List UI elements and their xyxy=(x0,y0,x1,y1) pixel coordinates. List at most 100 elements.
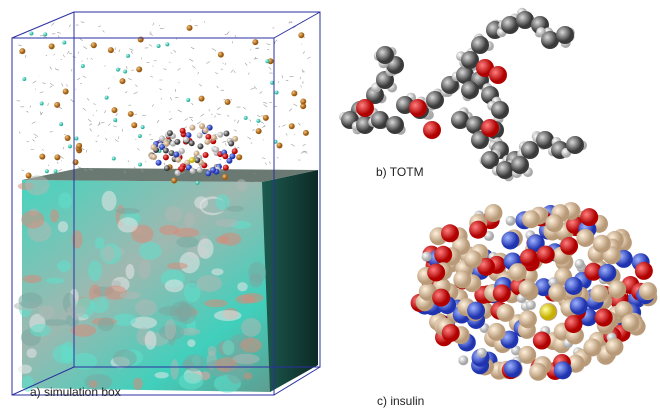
carbon xyxy=(376,46,394,64)
insulin-atom xyxy=(554,361,572,379)
solvent xyxy=(108,87,110,89)
solvent xyxy=(251,143,253,144)
protein-atom xyxy=(163,154,169,160)
surface-blob xyxy=(201,371,210,380)
surface-blob xyxy=(113,314,136,326)
simulation-box xyxy=(12,12,320,395)
surface-blob xyxy=(155,372,169,378)
solvent xyxy=(90,45,91,46)
solvent xyxy=(78,167,81,169)
solvent xyxy=(226,143,227,146)
protein-atom xyxy=(164,165,170,171)
insulin-atom xyxy=(545,214,563,232)
protein-atom xyxy=(175,157,181,163)
solvent xyxy=(18,45,21,46)
surface-blob xyxy=(98,318,114,331)
solvent xyxy=(131,51,133,54)
solvent xyxy=(277,158,278,159)
solvent xyxy=(97,135,99,136)
solvent xyxy=(152,104,154,106)
solvent xyxy=(279,126,280,127)
insulin-atom xyxy=(576,229,594,247)
ion-cyan xyxy=(74,137,78,141)
surface-blob xyxy=(118,217,138,232)
insulin-atom xyxy=(484,204,502,222)
surface-blob xyxy=(241,318,261,337)
solvent xyxy=(55,69,59,71)
insulin-atom xyxy=(560,237,578,255)
ion-cyan xyxy=(165,42,169,46)
solvent xyxy=(303,152,307,153)
solvent xyxy=(57,162,58,163)
carbon xyxy=(536,131,554,149)
solvent xyxy=(219,159,221,160)
solvent xyxy=(125,92,127,94)
surface-blob xyxy=(22,275,41,283)
solvent xyxy=(128,161,129,162)
oxygen xyxy=(423,121,441,139)
solvent xyxy=(209,109,210,111)
solvent xyxy=(191,119,193,121)
insulin-atom xyxy=(526,300,536,310)
ion-orange xyxy=(256,128,262,134)
solvent xyxy=(94,103,96,105)
solvent xyxy=(217,114,221,115)
solvent xyxy=(224,99,226,100)
insulin-atom xyxy=(497,304,515,322)
insulin-atom xyxy=(453,270,471,288)
insulin-atom xyxy=(519,280,537,298)
surface-blob xyxy=(215,236,229,244)
insulin-atom xyxy=(548,284,566,302)
solvent xyxy=(278,81,279,83)
solvent xyxy=(267,44,271,45)
insulin-atom xyxy=(537,246,555,264)
insulin-atom xyxy=(605,338,623,356)
ion-orange xyxy=(26,172,32,178)
ion-cyan xyxy=(138,134,142,138)
insulin-atom xyxy=(506,216,516,226)
surface-blob xyxy=(120,292,141,300)
surface-blob xyxy=(67,304,86,317)
surface-blob xyxy=(241,338,262,353)
solvent xyxy=(254,86,257,89)
solvent xyxy=(263,102,267,103)
ion-cyan xyxy=(62,41,66,45)
solvent xyxy=(192,66,195,69)
solvent xyxy=(83,108,86,111)
ion-orange xyxy=(39,154,45,160)
protein-atom xyxy=(232,136,238,142)
solvent xyxy=(150,31,151,33)
ion-orange xyxy=(136,66,142,72)
surface-blob xyxy=(115,208,140,214)
ion-orange xyxy=(277,142,283,148)
solvent xyxy=(275,40,277,42)
surface-blob xyxy=(57,260,71,272)
solvent xyxy=(137,148,139,150)
protein-atom xyxy=(223,131,229,137)
solvent xyxy=(33,81,37,83)
solvent xyxy=(307,57,310,59)
protein-atom xyxy=(151,144,157,150)
solvent xyxy=(116,113,118,116)
solvent xyxy=(159,25,160,26)
protein-atom xyxy=(175,170,181,176)
solvent xyxy=(223,63,224,64)
ion-orange xyxy=(128,111,134,117)
protein-atom xyxy=(213,147,219,153)
solvent xyxy=(71,99,74,102)
solvent xyxy=(195,25,198,26)
insulin-atom xyxy=(639,282,657,300)
solvent xyxy=(164,163,165,165)
solvent xyxy=(198,72,199,74)
page: {"panels": [ {"label": "a) simulation bo… xyxy=(0,0,660,409)
solvent xyxy=(293,104,297,106)
solvent xyxy=(191,47,194,48)
solvent xyxy=(115,139,119,141)
solvent xyxy=(91,58,93,60)
surface-blob xyxy=(237,282,247,291)
ion-orange xyxy=(49,43,55,49)
protein-atom xyxy=(226,158,232,164)
ion-orange xyxy=(298,32,304,38)
surface-blob xyxy=(72,230,83,248)
solvent xyxy=(149,44,152,46)
